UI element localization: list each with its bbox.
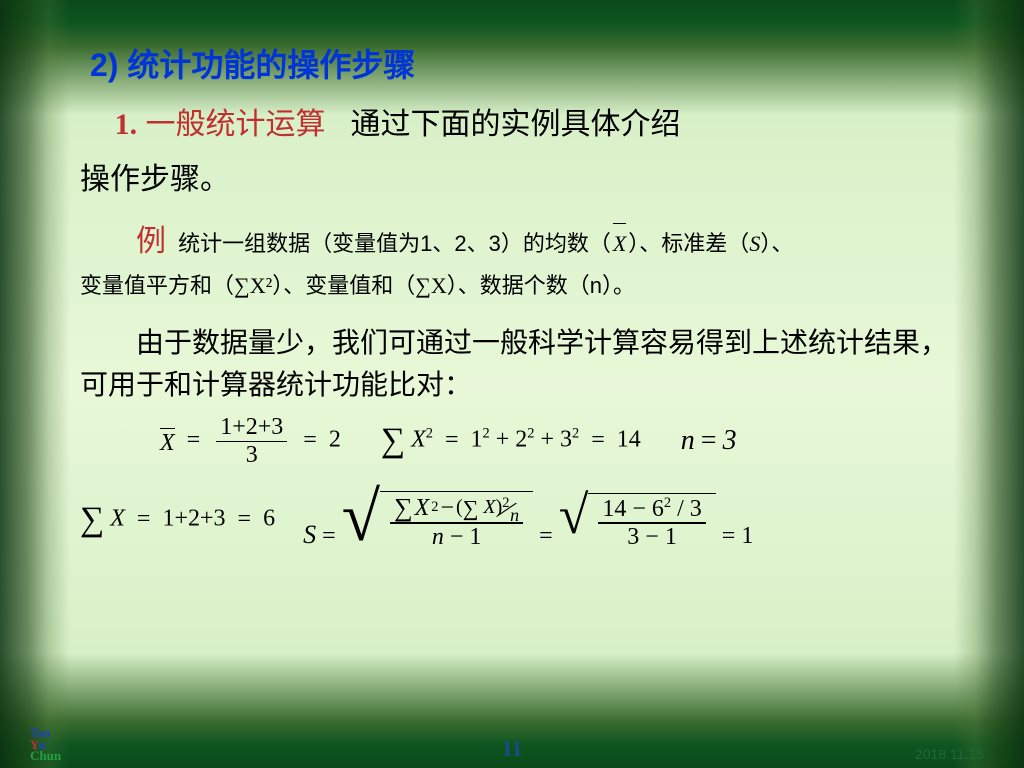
s-symbol: S	[749, 231, 760, 256]
formula-sum-x2: ∑ X2 = 12 + 22 + 32 = 14	[381, 422, 641, 460]
formula-s: S = √ ∑X2 − (∑ X)2 ⁄ n	[303, 491, 753, 550]
page-number: 11	[502, 736, 523, 762]
intro-line-2: 操作步骤。	[80, 157, 964, 202]
intro-number: 1.	[115, 108, 138, 141]
formula-xbar: X = 1+2+3 3 = 2	[160, 414, 341, 468]
formula-n: n=3	[681, 425, 737, 457]
example-lead: 例	[136, 225, 166, 258]
example-seg3: ）、	[760, 231, 793, 256]
slide-content: 2) 统计功能的操作步骤 1. 一般统计运算 通过下面的实例具体介绍 操作步骤。…	[90, 40, 964, 550]
formula-sum-x: ∑ X = 1+2+3 = 6	[80, 501, 275, 539]
heading-number: 2)	[90, 47, 118, 83]
author-logo: Tao Yu Chun	[30, 727, 61, 762]
example-line2c: ）、数据个数（n）。	[447, 273, 635, 298]
intro-red-term: 一般统计运算	[146, 108, 326, 141]
heading-text: 统计功能的操作步骤	[127, 47, 415, 83]
example-paragraph: 例 统计一组数据（变量值为1、2、3）的均数（X）、标准差（S）、 变量值平方和…	[80, 216, 964, 304]
xbar-symbol: X	[611, 225, 628, 262]
example-line2a: 变量值平方和（	[80, 273, 234, 298]
slide-footer: Tao Yu Chun 11 2018.11.15	[0, 726, 1024, 762]
formula-row-1: X = 1+2+3 3 = 2 ∑ X2 = 12 + 22 + 32 = 14…	[80, 414, 964, 468]
example-seg1: 统计一组数据（变量值为1、2、3）的均数（	[178, 231, 611, 256]
body-paragraph: 由于数据量少，我们可通过一般科学计算容易得到上述统计结果，可用于和计算器统计功能…	[80, 322, 964, 406]
intro-line-1: 1. 一般统计运算 通过下面的实例具体介绍	[98, 102, 964, 147]
sum-x-symbol: ∑X	[415, 273, 447, 298]
section-heading: 2) 统计功能的操作步骤	[90, 40, 964, 86]
formula-row-2: ∑ X = 1+2+3 = 6 S = √ ∑X2 −	[80, 491, 964, 550]
example-seg2: ）、标准差（	[628, 231, 749, 256]
example-line2b: ）、变量值和（	[272, 273, 415, 298]
slide-date: 2018.11.15	[915, 746, 984, 762]
formula-area: X = 1+2+3 3 = 2 ∑ X2 = 12 + 22 + 32 = 14…	[80, 414, 964, 550]
sum-x2-symbol: ∑X²	[234, 273, 272, 298]
intro-black-text: 通过下面的实例具体介绍	[351, 108, 681, 141]
